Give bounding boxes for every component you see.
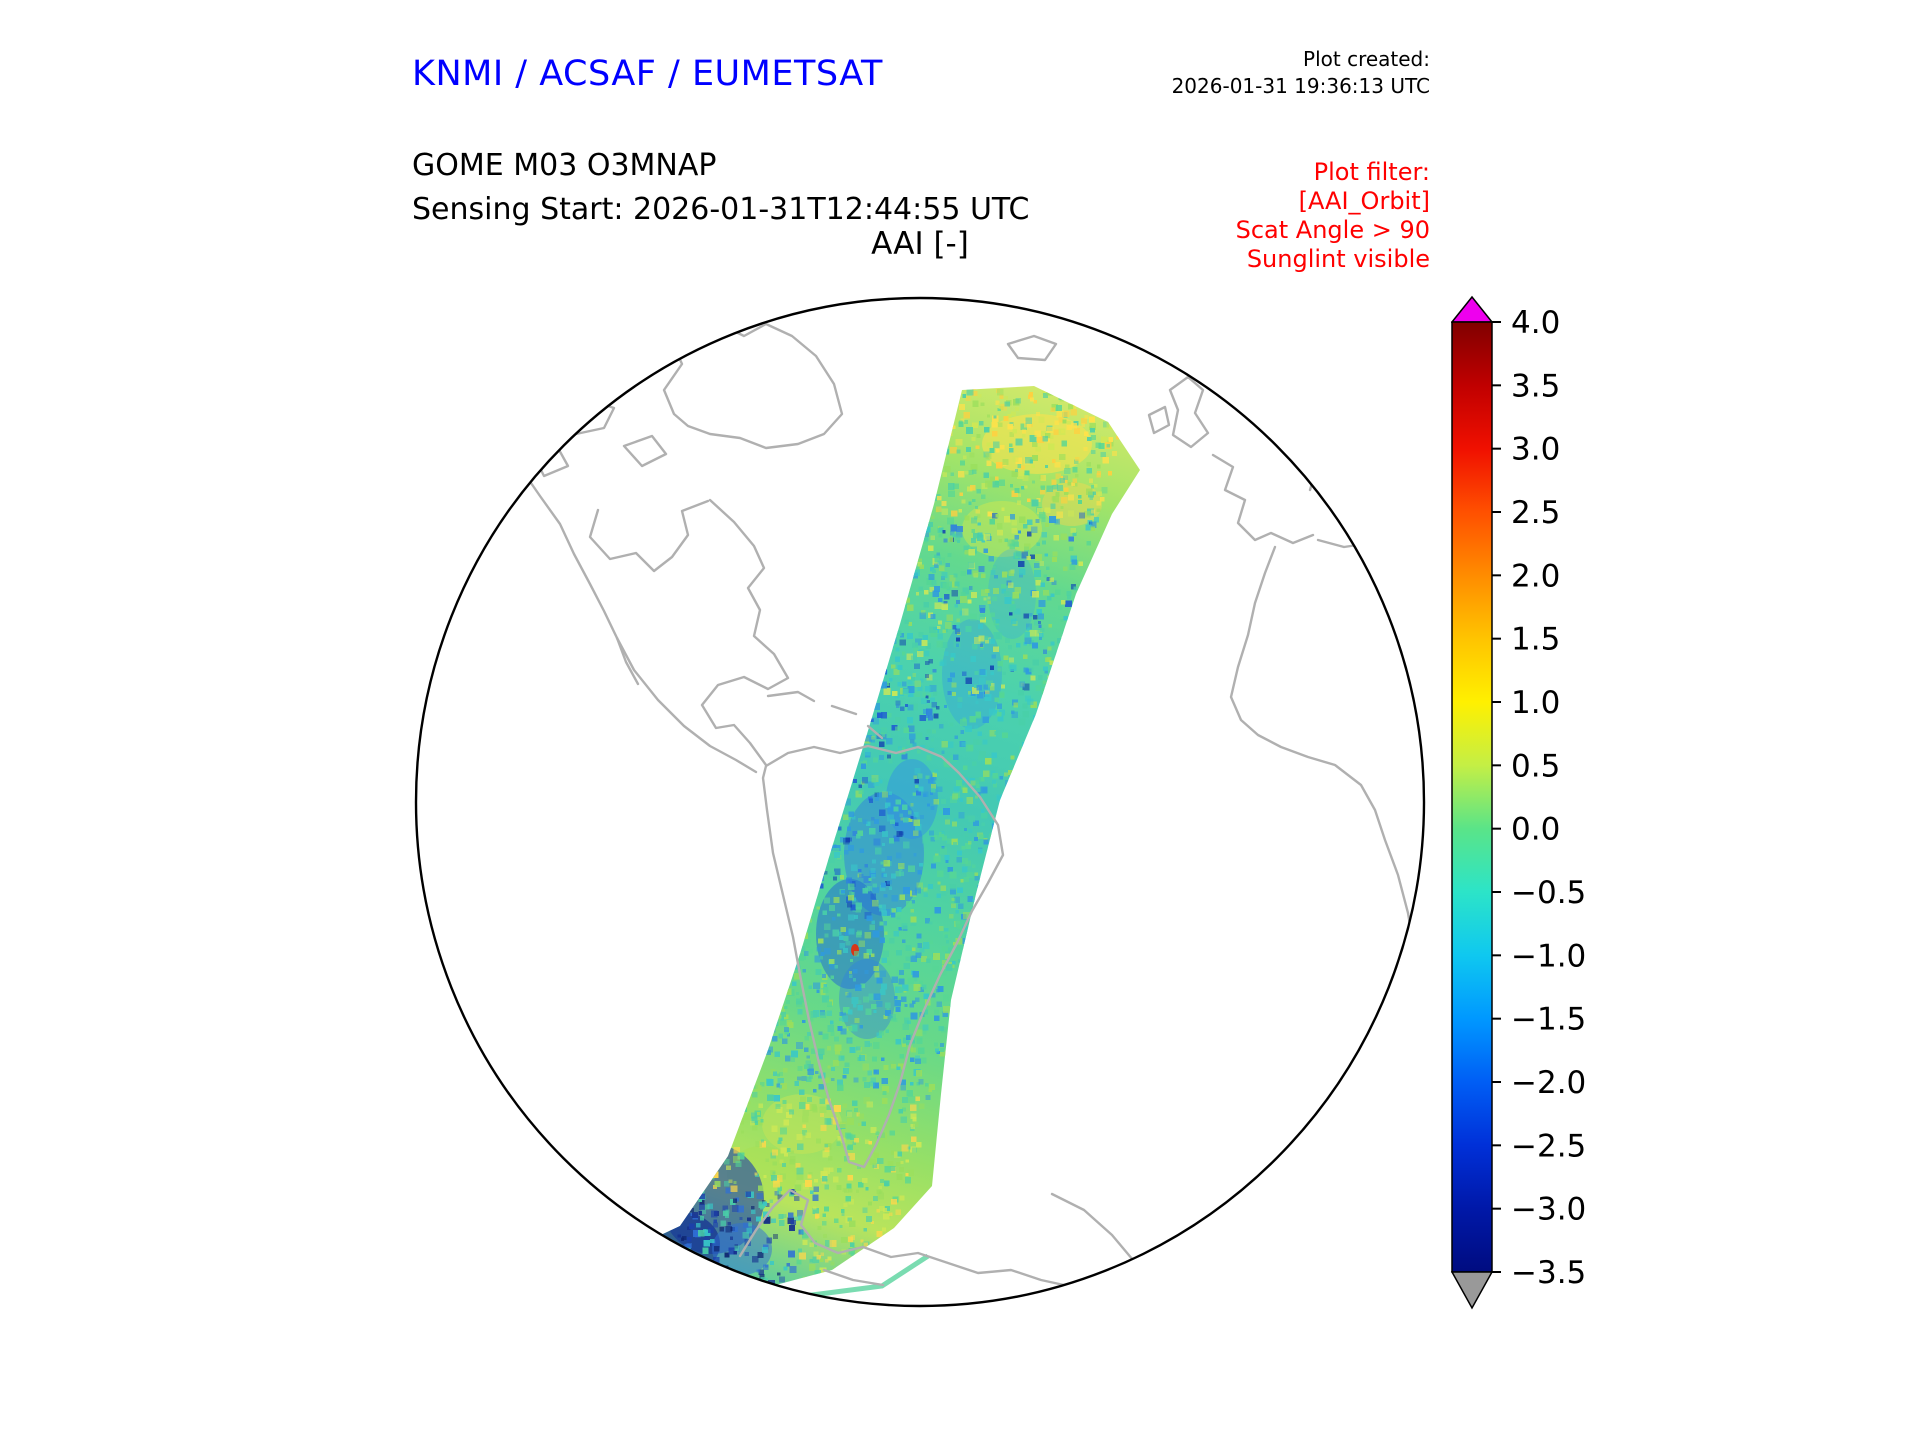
coast-baja (615, 636, 640, 686)
colorbar-tick-label: −1.5 (1511, 1002, 1586, 1038)
coastlines (498, 322, 1417, 1299)
colorbar-tick-label: −0.5 (1511, 875, 1586, 911)
org-title: KNMI / ACSAF / EUMETSAT (412, 54, 883, 94)
plot-filter-title: Plot filter: (1313, 158, 1430, 186)
coast-britain (1168, 375, 1210, 449)
coast-iceland (1006, 334, 1058, 362)
coast-north-america-east (700, 498, 790, 767)
swath-patch (886, 759, 938, 839)
colorbar-tick-label: 2.5 (1511, 495, 1560, 531)
globe-map (414, 296, 1426, 1308)
plot-created-value: 2026-01-31 19:36:13 UTC (1171, 74, 1430, 98)
colorbar-tick-label: −2.5 (1511, 1128, 1586, 1164)
coast-africa (1229, 545, 1417, 956)
plot-filter-line: [AAI_Orbit] (1298, 187, 1430, 215)
plot-filter-line: Scat Angle > 90 (1235, 216, 1430, 244)
colorbar-tick-label: 4.0 (1511, 305, 1560, 341)
coast-ireland (1147, 405, 1171, 435)
plot-title: AAI [-] (871, 226, 969, 262)
plot-created-block: Plot created: 2026-01-31 19:36:13 UTC (990, 46, 1430, 100)
colorbar-ticks: 4.0 3.5 3.0 2.5 2.0 1.5 1.0 0.5 0.0 −0.5 −1.0 −1.5 −… (1492, 305, 1586, 1291)
product-name: GOME M03 O3MNAP (412, 148, 717, 183)
colorbar-tick-label: −1.0 (1511, 938, 1586, 974)
aai-swath (650, 386, 1140, 1306)
colorbar-tick-label: 0.0 (1511, 812, 1560, 848)
colorbar-tick-label: 2.0 (1511, 558, 1560, 594)
colorbar-tick-label: −3.0 (1511, 1192, 1586, 1228)
coast-antarctica (738, 1188, 1110, 1299)
colorbar-tick-label: −2.0 (1511, 1065, 1586, 1101)
product-block: GOME M03 O3MNAP Sensing Start: 2026-01-3… (412, 144, 1029, 232)
plot-created-label: Plot created: (1303, 47, 1430, 71)
coast-arctic-island (562, 398, 616, 436)
coast-arctic-island (622, 434, 668, 468)
colorbar: 4.0 3.5 3.0 2.5 2.0 1.5 1.0 0.5 0.0 −0.5 −1.0 −1.5 −… (1451, 295, 1586, 1310)
plot-filter-line: Sunglint visible (1246, 245, 1430, 273)
sensing-start: Sensing Start: 2026-01-31T12:44:55 UTC (412, 192, 1030, 227)
coast-antarctica (1050, 1192, 1135, 1262)
colorbar-tick-label: 3.5 (1511, 368, 1560, 404)
coast-hudson-bay (588, 499, 710, 573)
colorbar-tick-label: −3.5 (1511, 1255, 1586, 1291)
colorbar-tick-label: 3.0 (1511, 432, 1560, 468)
coast-antarctica (822, 1268, 885, 1287)
coast-south-america (761, 744, 1005, 1169)
colorbar-tick-label: 0.5 (1511, 748, 1560, 784)
colorbar-tick-label: 1.0 (1511, 685, 1560, 721)
globe-outline (414, 296, 1426, 1308)
coast-iberia (1211, 453, 1315, 545)
coast-north-america-west (498, 440, 758, 774)
coast-cuba (766, 690, 816, 703)
swath-patch (962, 501, 1042, 557)
coast-antilles (830, 704, 884, 740)
colorbar-bar (1451, 321, 1493, 1273)
colorbar-over-arrow (1451, 295, 1494, 323)
colorbar-tick-label: 1.5 (1511, 622, 1560, 658)
coast-greenland (662, 322, 844, 450)
coast-scandinavia (1268, 350, 1319, 492)
colorbar-under-arrow (1451, 1271, 1494, 1310)
plot-filter-block: Plot filter: [AAI_Orbit] Scat Angle > 90… (1100, 158, 1430, 274)
